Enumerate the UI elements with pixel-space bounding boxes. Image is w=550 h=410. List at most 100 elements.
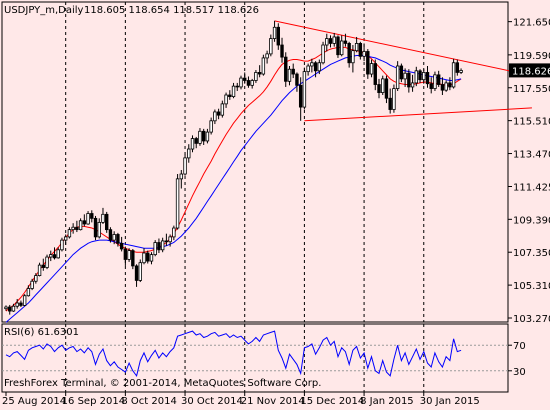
- price-tick-label: 105.310: [513, 281, 550, 292]
- price-chart-panel[interactable]: USDJPY_m,Daily 118.605 118.654 118.517 1…: [1, 1, 533, 323]
- candle-body: [265, 53, 269, 59]
- candle: [362, 43, 366, 62]
- candle-body: [220, 103, 225, 116]
- time-tick-label: 30 Oct 2014: [181, 396, 243, 407]
- candle-body: [429, 83, 433, 89]
- candle-body: [291, 68, 295, 75]
- candle-body: [105, 213, 109, 231]
- candle-body: [455, 62, 460, 73]
- candle: [19, 300, 23, 308]
- candle-body: [8, 306, 12, 312]
- candle: [231, 82, 236, 99]
- candle: [246, 76, 251, 88]
- candle-body: [243, 77, 247, 81]
- candle: [49, 250, 53, 262]
- candle-body: [384, 78, 389, 99]
- price-chart-trendlines[interactable]: [274, 20, 533, 122]
- candle-body: [209, 120, 213, 133]
- candle-body: [403, 72, 407, 80]
- candle-body: [157, 242, 161, 251]
- candle: [265, 50, 269, 64]
- candle-body: [175, 178, 180, 229]
- candle-body: [37, 264, 42, 276]
- time-tick-label: 16 Sep 2014: [62, 396, 125, 407]
- candle-body: [425, 72, 430, 85]
- candle-body: [410, 82, 415, 88]
- candle: [261, 54, 266, 76]
- candle: [37, 262, 42, 277]
- candle: [179, 169, 184, 189]
- candle-body: [213, 111, 217, 122]
- candle: [97, 218, 101, 239]
- price-tick-label: 117.550: [513, 84, 550, 95]
- candle: [119, 236, 124, 252]
- candle: [75, 220, 79, 233]
- candle: [243, 72, 247, 84]
- candle: [90, 210, 94, 223]
- candle: [366, 49, 370, 79]
- candle-body: [228, 94, 232, 98]
- candle-body: [287, 68, 292, 82]
- candle-body: [310, 62, 314, 67]
- candle-body: [179, 173, 184, 180]
- candle: [216, 108, 221, 120]
- price-tick-label: 107.350: [513, 248, 550, 259]
- candle-body: [67, 229, 72, 238]
- candle-body: [11, 305, 16, 312]
- candle: [34, 273, 38, 284]
- candle-body: [246, 80, 251, 86]
- candle-body: [149, 254, 154, 262]
- rsi-line: [5, 330, 462, 378]
- candle: [269, 34, 273, 57]
- candle: [15, 298, 19, 309]
- candle-body: [131, 250, 135, 267]
- candle-body: [56, 249, 60, 259]
- candle: [440, 77, 445, 96]
- candle: [11, 303, 16, 312]
- rsi-grid: [2, 324, 508, 392]
- candle: [138, 259, 142, 283]
- candle-body: [119, 242, 124, 250]
- candle: [295, 72, 299, 92]
- candle: [153, 240, 157, 257]
- candle: [198, 128, 202, 146]
- candle: [336, 35, 340, 58]
- current-price-tag: 118.626: [509, 63, 550, 78]
- candle: [392, 84, 396, 113]
- candle: [414, 66, 418, 87]
- candle-body: [201, 130, 206, 142]
- candle-body: [414, 70, 418, 84]
- candle-body: [235, 85, 239, 88]
- candle-body: [153, 242, 157, 256]
- candle-body: [276, 26, 280, 46]
- candle: [373, 59, 377, 91]
- candle: [175, 174, 180, 230]
- price-chart-grid: [65, 2, 425, 322]
- candle-body: [194, 138, 198, 144]
- symbol-label: USDJPY_m,Daily: [4, 5, 84, 16]
- candle-body: [272, 26, 277, 39]
- candle-body: [138, 262, 142, 281]
- candle: [108, 227, 113, 243]
- candle-body: [284, 56, 288, 82]
- candle-body: [433, 74, 437, 89]
- candle-body: [112, 234, 116, 241]
- candle-body: [332, 36, 336, 44]
- price-chart-frame: [1, 1, 509, 323]
- candle-body: [369, 63, 374, 75]
- candle: [56, 247, 60, 259]
- candle: [276, 23, 280, 50]
- candle: [112, 231, 116, 245]
- candle: [451, 58, 456, 89]
- candle: [317, 59, 322, 75]
- candle: [257, 65, 262, 78]
- price-tick-label: 119.590: [513, 51, 550, 62]
- price-axis[interactable]: 121.650 119.590 117.550 115.510 113.470 111.4…: [508, 18, 550, 325]
- candle: [220, 100, 225, 118]
- candle-body: [295, 73, 299, 86]
- candle-body: [328, 38, 333, 44]
- rsi-label: RSI(6) 61.6301: [4, 327, 79, 338]
- candle: [86, 211, 90, 225]
- rsi-panel[interactable]: RSI(6) 61.6301 FreshForex Terminal, © 20…: [1, 323, 509, 393]
